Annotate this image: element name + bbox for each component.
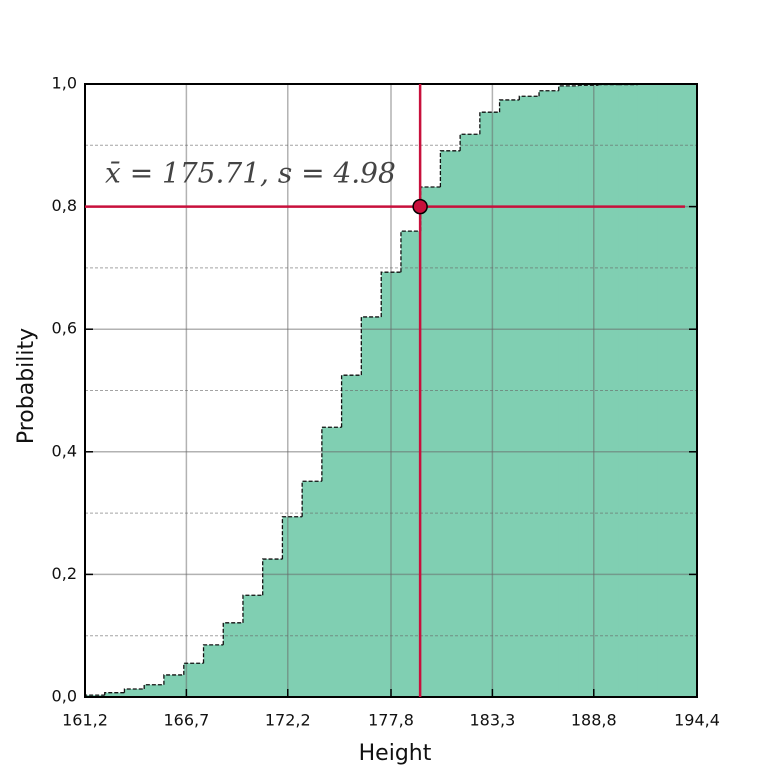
bar bbox=[302, 481, 323, 697]
bar-edge bbox=[202, 644, 224, 664]
bar bbox=[578, 85, 599, 697]
bar bbox=[144, 684, 165, 697]
bar-edge bbox=[281, 516, 303, 560]
bar-edge bbox=[163, 674, 184, 685]
x-tick-label: 183,3 bbox=[469, 711, 515, 730]
bar-edge bbox=[498, 99, 520, 113]
y-tick-label: 0,2 bbox=[52, 564, 77, 583]
x-tick-label: 194,4 bbox=[674, 711, 720, 730]
bar bbox=[400, 231, 422, 697]
y-tick-label: 0,0 bbox=[52, 687, 77, 706]
bar-edge bbox=[183, 662, 204, 675]
bar-edge bbox=[222, 622, 243, 645]
bar-edge bbox=[360, 316, 382, 376]
x-tick-label: 166,7 bbox=[163, 711, 209, 730]
x-tick-label: 161,2 bbox=[62, 711, 108, 730]
bar bbox=[440, 150, 461, 697]
x-tick-label: 172,2 bbox=[265, 711, 311, 730]
marker-point bbox=[412, 198, 428, 215]
y-axis-label: Probability bbox=[14, 328, 39, 444]
bar-edge bbox=[479, 111, 500, 135]
annotation: x̄ = 175.71, s = 4.98 bbox=[105, 157, 396, 190]
bar-edge bbox=[380, 271, 401, 317]
bar bbox=[598, 84, 619, 698]
bar bbox=[242, 595, 264, 697]
bar bbox=[539, 90, 560, 698]
x-tick-label: 177,8 bbox=[368, 711, 414, 730]
bar bbox=[104, 692, 125, 697]
bar bbox=[618, 84, 639, 698]
bar bbox=[223, 622, 244, 697]
bar-edge bbox=[538, 90, 559, 97]
bar bbox=[203, 644, 224, 697]
bar bbox=[183, 663, 205, 697]
bar-edge bbox=[400, 230, 421, 273]
bar bbox=[460, 134, 481, 698]
bar-edge bbox=[242, 594, 263, 623]
y-tick-label: 1,0 bbox=[52, 74, 77, 93]
bar bbox=[124, 689, 145, 697]
bar bbox=[282, 516, 303, 697]
bar-edge bbox=[558, 85, 579, 91]
plot-frame bbox=[84, 83, 698, 698]
y-tick-label: 0,6 bbox=[52, 319, 77, 338]
bar bbox=[499, 99, 520, 698]
x-tick-label: 188,8 bbox=[571, 711, 617, 730]
y-tick-label: 0,8 bbox=[52, 196, 77, 215]
bar bbox=[420, 186, 441, 697]
bar-edge bbox=[123, 688, 145, 693]
bar-edge bbox=[262, 558, 283, 596]
bar-edge bbox=[104, 692, 125, 696]
x-axis-label: Height bbox=[359, 741, 432, 766]
bar bbox=[558, 85, 579, 698]
bar bbox=[341, 375, 362, 697]
bar-edge bbox=[518, 95, 540, 100]
bar-edge bbox=[577, 84, 599, 86]
bar-edge bbox=[439, 150, 461, 187]
bar bbox=[479, 112, 501, 697]
y-tick-label: 0,4 bbox=[52, 441, 77, 460]
bar-edge bbox=[321, 426, 342, 482]
bar-edge bbox=[301, 480, 322, 517]
bar-edge bbox=[143, 684, 164, 690]
bar bbox=[163, 674, 185, 697]
bar bbox=[519, 96, 540, 697]
bar bbox=[321, 427, 343, 697]
bar bbox=[262, 559, 283, 697]
bar bbox=[361, 316, 382, 697]
